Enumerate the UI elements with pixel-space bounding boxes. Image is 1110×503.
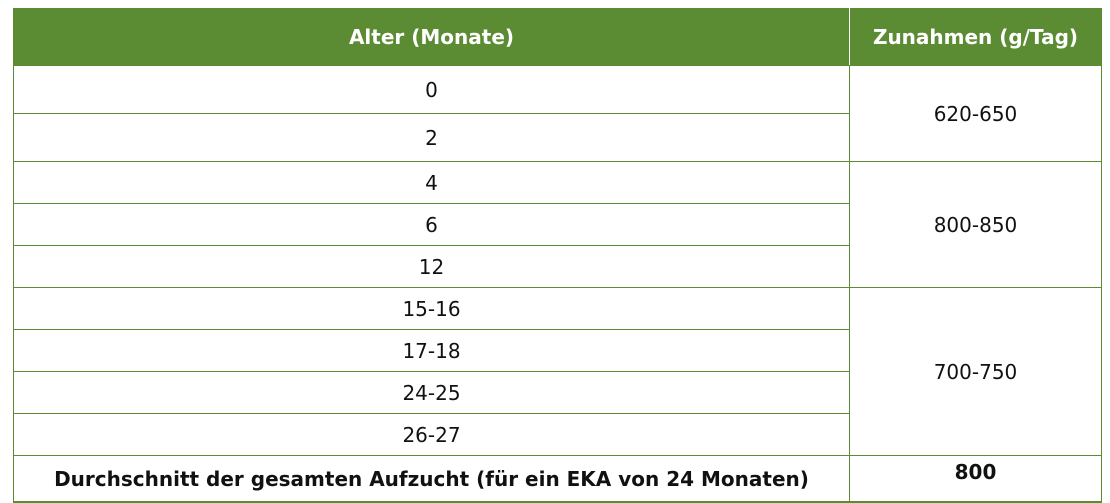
age-cell: 17-18 [13,329,850,372]
header-row: Alter (Monate) Zunahmen (g/Tag) [13,8,1102,66]
total-value: 800 [849,455,1102,503]
table-row: 6 [13,203,1102,246]
table-row: 26-27 [13,413,1102,456]
table-row: 15-16 700-750 [13,287,1102,456]
age-cell: 2 [13,113,850,162]
header-age: Alter (Monate) [13,8,850,66]
gain-cell: 800-850 [849,161,1102,288]
table-row: 24-25 [13,371,1102,414]
table-row: 4 800-850 [13,161,1102,288]
header-gain: Zunahmen (g/Tag) [849,8,1102,66]
age-cell: 6 [13,203,850,246]
table-container: Alter (Monate) Zunahmen (g/Tag) 0 620-65… [13,8,1102,503]
age-cell: 24-25 [13,371,850,414]
growth-table: Alter (Monate) Zunahmen (g/Tag) 0 620-65… [13,8,1102,503]
age-cell: 15-16 [13,287,850,330]
total-label: Durchschnitt der gesamten Aufzucht (für … [13,455,850,503]
total-row: Durchschnitt der gesamten Aufzucht (für … [13,455,1102,503]
table-row: 2 [13,113,1102,162]
age-cell: 26-27 [13,413,850,456]
gain-cell: 620-650 [849,65,1102,162]
age-cell: 4 [13,161,850,204]
table-row: 0 620-650 [13,65,1102,162]
age-cell: 0 [13,65,850,114]
gain-cell: 700-750 [849,287,1102,456]
age-cell: 12 [13,245,850,288]
